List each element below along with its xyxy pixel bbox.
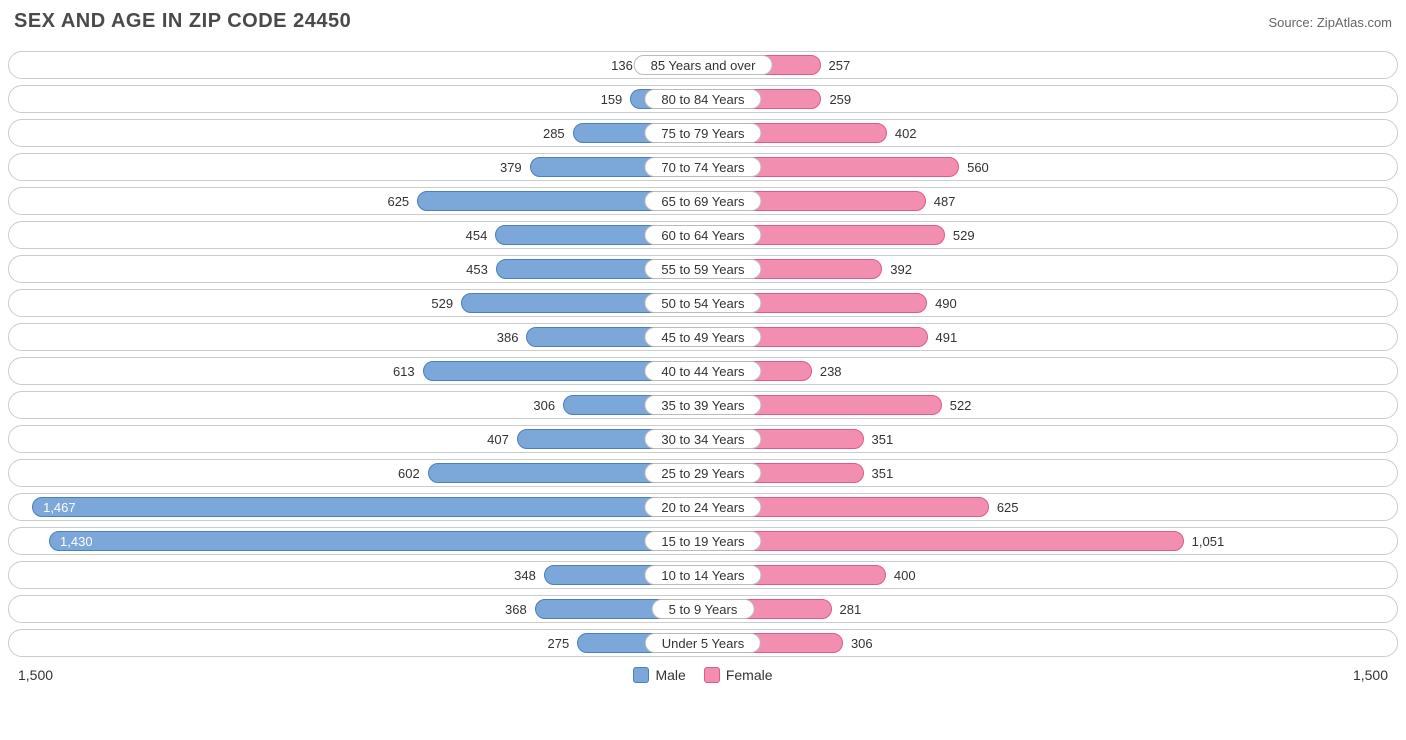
legend-male: Male — [633, 667, 685, 683]
male-value: 275 — [540, 633, 578, 653]
chart-source: Source: ZipAtlas.com — [1268, 15, 1392, 30]
age-group-label: 60 to 64 Years — [644, 225, 761, 245]
age-group-label: 20 to 24 Years — [644, 497, 761, 517]
pyramid-row: 602 351 25 to 29 Years — [8, 459, 1398, 487]
male-value: 1,467 — [33, 500, 86, 515]
population-pyramid-chart: 13625785 Years and over15925980 to 84 Ye… — [8, 51, 1398, 657]
female-value: 529 — [945, 225, 983, 245]
female-value: 257 — [821, 55, 859, 75]
female-value: 281 — [832, 599, 870, 619]
age-group-label: 55 to 59 Years — [644, 259, 761, 279]
female-value: 259 — [821, 89, 859, 109]
legend: Male Female — [53, 667, 1353, 683]
male-value: 613 — [385, 361, 423, 381]
age-group-label: 40 to 44 Years — [644, 361, 761, 381]
female-value: 487 — [926, 191, 964, 211]
pyramid-row: 379 560 70 to 74 Years — [8, 153, 1398, 181]
male-value: 285 — [535, 123, 573, 143]
female-value: 490 — [927, 293, 965, 313]
chart-title: SEX AND AGE IN ZIP CODE 24450 — [14, 10, 351, 33]
pyramid-row: 453 392 55 to 59 Years — [8, 255, 1398, 283]
male-value: 529 — [423, 293, 461, 313]
female-value: 1,051 — [1184, 531, 1233, 551]
pyramid-row: 454 529 60 to 64 Years — [8, 221, 1398, 249]
age-group-label: 15 to 19 Years — [644, 531, 761, 551]
female-value: 560 — [959, 157, 997, 177]
female-value: 625 — [989, 497, 1027, 517]
male-value: 1,430 — [50, 534, 103, 549]
male-bar: 1,430 — [49, 531, 703, 551]
age-group-label: 45 to 49 Years — [644, 327, 761, 347]
female-value: 306 — [843, 633, 881, 653]
male-bar: 1,467 — [32, 497, 703, 517]
female-value: 522 — [942, 395, 980, 415]
pyramid-row: 159 259 80 to 84 Years — [8, 85, 1398, 113]
pyramid-row: 348 400 10 to 14 Years — [8, 561, 1398, 589]
axis-max-right: 1,500 — [1353, 667, 1388, 683]
legend-female: Female — [704, 667, 773, 683]
pyramid-row: 529 490 50 to 54 Years — [8, 289, 1398, 317]
pyramid-row: 625 487 65 to 69 Years — [8, 187, 1398, 215]
male-value: 379 — [492, 157, 530, 177]
female-value: 351 — [864, 463, 902, 483]
age-group-label: 50 to 54 Years — [644, 293, 761, 313]
age-group-label: 25 to 29 Years — [644, 463, 761, 483]
male-value: 386 — [489, 327, 527, 347]
pyramid-row: 386 491 45 to 49 Years — [8, 323, 1398, 351]
age-group-label: 75 to 79 Years — [644, 123, 761, 143]
age-group-label: 10 to 14 Years — [644, 565, 761, 585]
chart-header: SEX AND AGE IN ZIP CODE 24450 Source: Zi… — [8, 10, 1398, 51]
pyramid-row: 407 351 30 to 34 Years — [8, 425, 1398, 453]
female-bar — [703, 531, 1184, 551]
male-value: 368 — [497, 599, 535, 619]
age-group-label: 80 to 84 Years — [644, 89, 761, 109]
age-group-label: 65 to 69 Years — [644, 191, 761, 211]
pyramid-row: 1,430 1,051 15 to 19 Years — [8, 527, 1398, 555]
pyramid-row: 306 522 35 to 39 Years — [8, 391, 1398, 419]
legend-male-label: Male — [655, 667, 685, 683]
male-value: 602 — [390, 463, 428, 483]
female-value: 491 — [928, 327, 966, 347]
male-value: 407 — [479, 429, 517, 449]
age-group-label: 70 to 74 Years — [644, 157, 761, 177]
axis-max-left: 1,500 — [18, 667, 53, 683]
age-group-label: 5 to 9 Years — [652, 599, 755, 619]
female-value: 402 — [887, 123, 925, 143]
male-value: 159 — [593, 89, 631, 109]
age-group-label: 35 to 39 Years — [644, 395, 761, 415]
female-value: 400 — [886, 565, 924, 585]
age-group-label: 85 Years and over — [634, 55, 773, 75]
pyramid-row: 613 238 40 to 44 Years — [8, 357, 1398, 385]
female-value: 351 — [864, 429, 902, 449]
pyramid-row: 13625785 Years and over — [8, 51, 1398, 79]
pyramid-row: 368 281 5 to 9 Years — [8, 595, 1398, 623]
age-group-label: 30 to 34 Years — [644, 429, 761, 449]
male-value: 306 — [525, 395, 563, 415]
age-group-label: Under 5 Years — [645, 633, 761, 653]
male-value: 453 — [458, 259, 496, 279]
chart-footer: 1,500 Male Female 1,500 — [8, 663, 1398, 683]
male-value: 348 — [506, 565, 544, 585]
pyramid-row: 275 306 Under 5 Years — [8, 629, 1398, 657]
female-value: 238 — [812, 361, 850, 381]
pyramid-row: 1,467 625 20 to 24 Years — [8, 493, 1398, 521]
pyramid-row: 285 402 75 to 79 Years — [8, 119, 1398, 147]
male-value: 454 — [458, 225, 496, 245]
female-value: 392 — [882, 259, 920, 279]
legend-female-label: Female — [726, 667, 773, 683]
female-swatch-icon — [704, 667, 720, 683]
male-value: 625 — [379, 191, 417, 211]
male-swatch-icon — [633, 667, 649, 683]
